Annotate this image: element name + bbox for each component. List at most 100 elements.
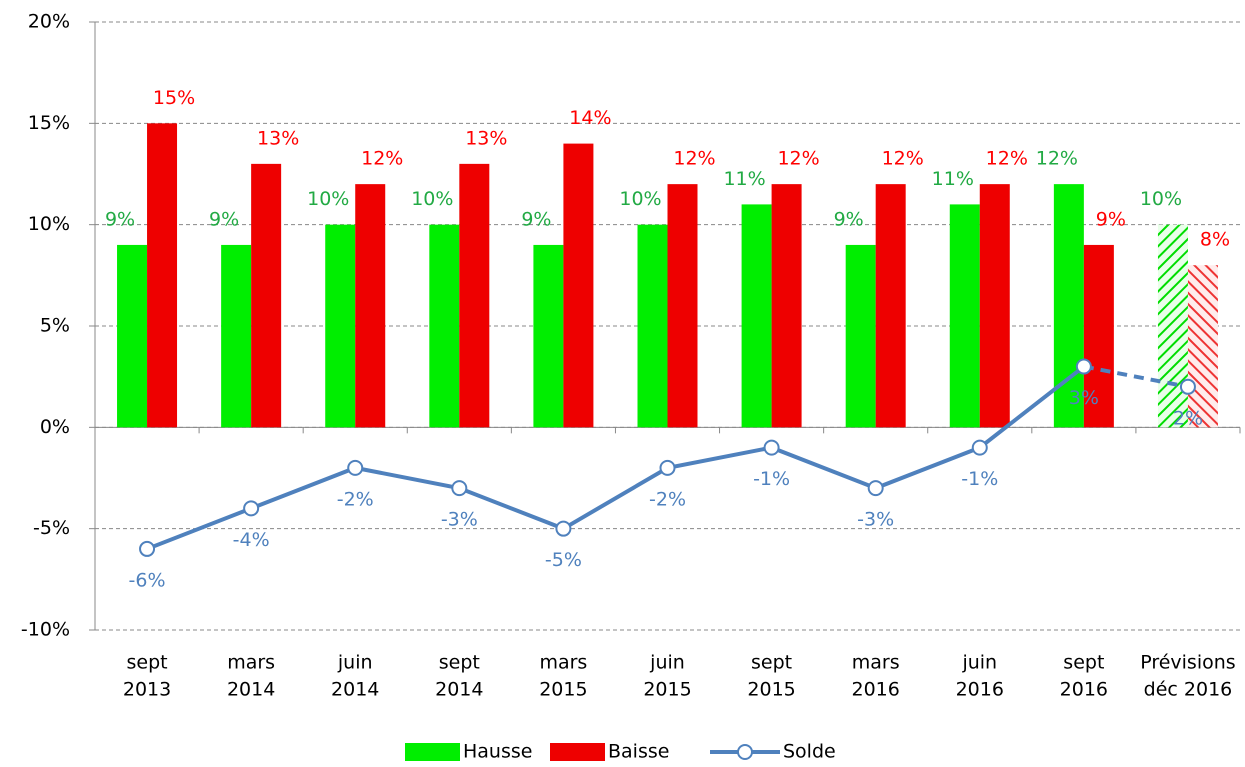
line-series [146,364,1086,551]
y-tick-label: 20% [28,11,70,33]
data-label: 2% [1173,407,1203,429]
bar [325,224,356,428]
y-tick-label: 15% [28,112,70,134]
legend-swatch [405,743,460,761]
data-label: -4% [233,529,270,551]
legend-label: Solde [783,741,836,763]
bar [875,184,906,428]
data-label: 8% [1200,229,1230,251]
x-tick-label: mars [852,652,900,674]
bar [429,224,460,428]
x-tick-label: 2014 [435,679,483,701]
data-label: 15% [153,87,195,109]
bar [637,224,668,428]
bar [979,184,1010,428]
bar [147,123,178,428]
bar [251,163,282,428]
data-label: 9% [521,208,551,230]
data-label: 13% [257,127,299,149]
legend-swatch [550,743,605,761]
data-label: 3% [1069,387,1099,409]
data-label: 12% [986,148,1028,170]
data-label: 9% [1096,208,1126,230]
x-tick-label: 2013 [123,679,171,701]
data-label: 12% [361,148,403,170]
data-label: 12% [777,148,819,170]
bar [221,244,252,428]
data-label: 11% [723,168,765,190]
data-label: -3% [441,509,478,531]
bar [741,204,772,428]
data-label: 12% [673,148,715,170]
bar [459,163,490,428]
line-point [1075,358,1092,375]
data-label: 12% [1036,148,1078,170]
bar [771,184,802,428]
line-point [971,439,988,456]
data-label: 12% [882,148,924,170]
line-point [243,500,260,517]
data-label: 10% [619,188,661,210]
x-tick-label: 2016 [956,679,1004,701]
x-tick-label: 2015 [643,679,691,701]
line-point [555,520,572,537]
data-label: 10% [1140,188,1182,210]
x-tick-label: 2014 [331,679,379,701]
y-tick-label: 5% [40,315,70,337]
y-tick-label: -5% [33,517,70,539]
bar [1157,224,1188,428]
x-tick-label: Prévisions [1140,652,1235,674]
line-point [659,459,676,476]
data-label: 11% [932,168,974,190]
x-tick-label: sept [439,652,480,674]
data-label: -5% [545,549,582,571]
x-tick-label: juin [961,652,997,674]
data-label: -6% [129,569,166,591]
x-tick-label: juin [649,652,685,674]
x-tick-label: 2015 [747,679,795,701]
bar [117,244,148,428]
data-label: 9% [834,208,864,230]
bar [1187,265,1218,428]
data-label: -2% [649,488,686,510]
x-tick-label: sept [751,652,792,674]
line-point [867,480,884,497]
data-label: 13% [465,127,507,149]
data-label: 14% [569,107,611,129]
line-forecast [1083,364,1189,389]
x-tick-label: 2014 [227,679,275,701]
line-point [347,459,364,476]
x-tick-label: 2015 [539,679,587,701]
bar [563,143,594,428]
legend-label: Baisse [608,741,669,763]
x-tick-label: déc 2016 [1144,679,1233,701]
bar [845,244,876,428]
bar [949,204,980,428]
data-label: -1% [961,468,998,490]
y-tick-label: 0% [40,416,70,438]
data-label: -2% [337,488,374,510]
x-tick-label: mars [539,652,587,674]
x-tick-label: mars [227,652,275,674]
x-tick-label: sept [126,652,167,674]
x-tick-label: 2016 [852,679,900,701]
line-point [1179,378,1196,395]
y-tick-label: -10% [21,619,70,641]
bar [1083,244,1114,428]
line-point [139,540,156,557]
y-tick-label: 10% [28,213,70,235]
x-tick-label: 2016 [1060,679,1108,701]
line-point [763,439,780,456]
bar [355,184,386,428]
data-label: 10% [411,188,453,210]
bar [533,244,564,428]
x-tick-label: sept [1063,652,1104,674]
data-label: 10% [307,188,349,210]
data-label: 9% [105,208,135,230]
x-tick-label: juin [337,652,373,674]
data-label: -1% [753,468,790,490]
data-label: 9% [209,208,239,230]
legend-swatch [737,744,753,760]
data-label: -3% [857,509,894,531]
